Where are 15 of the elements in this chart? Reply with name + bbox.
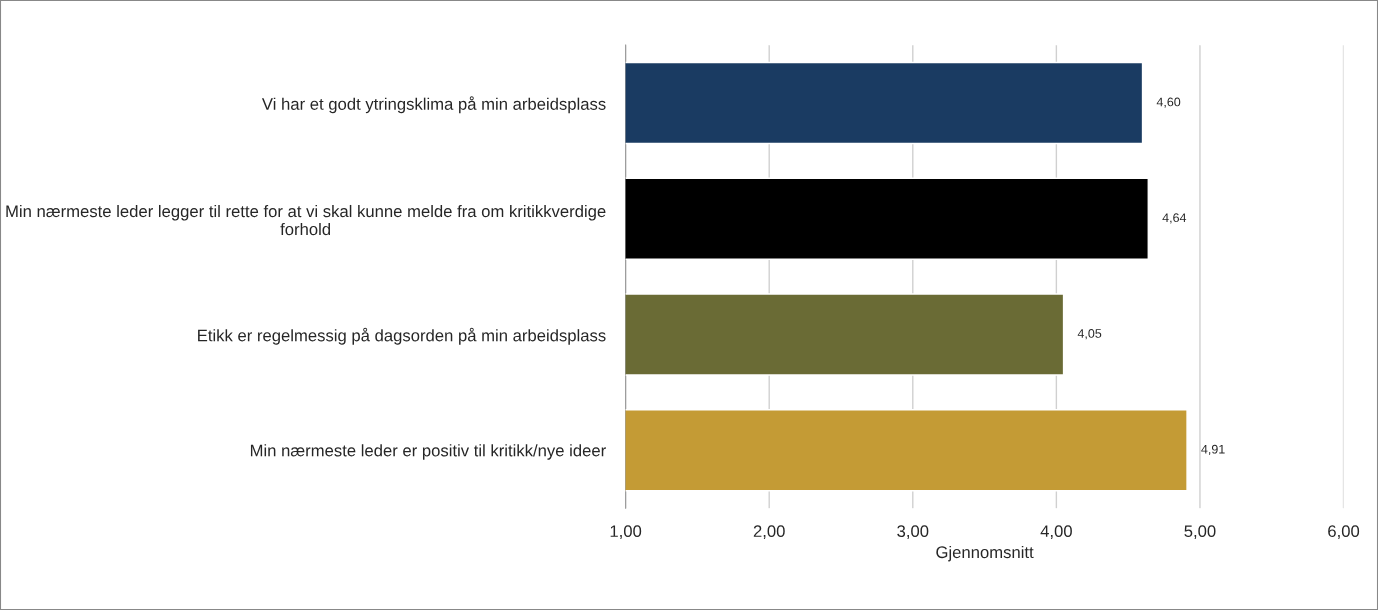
x-tick-label: 6,00 [1328,525,1360,540]
data-label: 4,64 [1162,213,1187,224]
x-tick-label: 4,00 [1040,525,1072,540]
y-tick-label: Etikk er regelmessig på dagsorden på min arbeidsplass [198,327,606,345]
y-tick-label: Min nærmeste leder legger til rette for at vi skal kunne melde fra om kritikkverdige forhold [6,204,606,236]
y-tick-label: Vi har et godt ytringsklima på min arbeidsplass [261,96,606,114]
data-label: 4,60 [1156,97,1181,108]
x-tick-label: 2,00 [753,525,785,540]
data-label: 4,05 [1077,329,1102,340]
x-tick-label: 3,00 [897,525,929,540]
y-tick-label: Min nærmeste leder er positiv til kritikk/nye ideer [250,444,606,460]
data-label: 4,91 [1201,444,1225,456]
x-tick-label: 5,00 [1184,525,1216,540]
x-axis-title: Gjennomsnitt [936,545,1034,562]
x-tick-label: 1,00 [610,525,642,540]
